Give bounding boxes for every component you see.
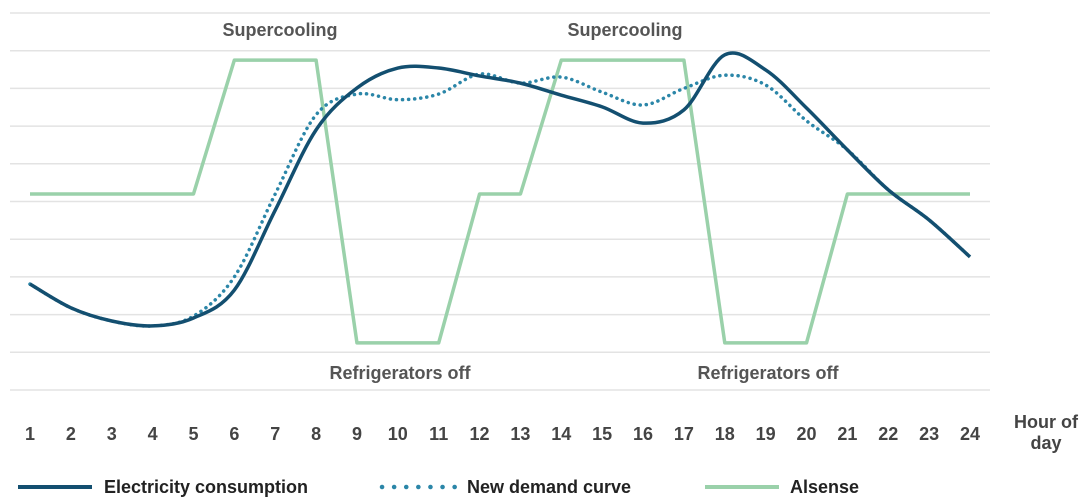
x-tick-label: 11 xyxy=(429,424,448,444)
x-tick-label: 6 xyxy=(229,424,239,444)
x-tick-label: 18 xyxy=(715,424,735,444)
x-tick-label: 20 xyxy=(797,424,817,444)
x-tick-label: 13 xyxy=(510,424,530,444)
x-tick-label: 24 xyxy=(960,424,980,444)
annotation: Refrigerators off xyxy=(697,363,839,383)
x-tick-label: 10 xyxy=(388,424,408,444)
x-tick-label: 17 xyxy=(674,424,694,444)
x-tick-label: 1 xyxy=(25,424,35,444)
x-tick-label: 23 xyxy=(919,424,939,444)
x-tick-label: 5 xyxy=(188,424,198,444)
x-tick-label: 16 xyxy=(633,424,653,444)
x-tick-label: 12 xyxy=(470,424,490,444)
annotation: Supercooling xyxy=(222,20,337,40)
x-tick-label: 8 xyxy=(311,424,321,444)
series-line xyxy=(29,51,972,328)
series-line xyxy=(30,58,970,345)
annotation: Supercooling xyxy=(567,20,682,40)
x-tick-label: 9 xyxy=(352,424,362,444)
x-tick-label: 22 xyxy=(878,424,898,444)
legend-label: New demand curve xyxy=(467,477,631,497)
x-tick-label: 7 xyxy=(270,424,280,444)
legend-label: Electricity consumption xyxy=(104,477,308,497)
x-tick-label: 19 xyxy=(756,424,776,444)
x-tick-label: 3 xyxy=(107,424,117,444)
series-line xyxy=(28,72,972,328)
x-tick-label: 15 xyxy=(592,424,612,444)
legend-label: Alsense xyxy=(790,477,859,497)
x-tick-label: 14 xyxy=(551,424,571,444)
x-tick-label: 4 xyxy=(148,424,158,444)
x-axis-label: Hour of day xyxy=(1014,412,1078,453)
x-tick-label: 2 xyxy=(66,424,76,444)
annotation: Refrigerators off xyxy=(329,363,471,383)
x-tick-label: 21 xyxy=(837,424,857,444)
